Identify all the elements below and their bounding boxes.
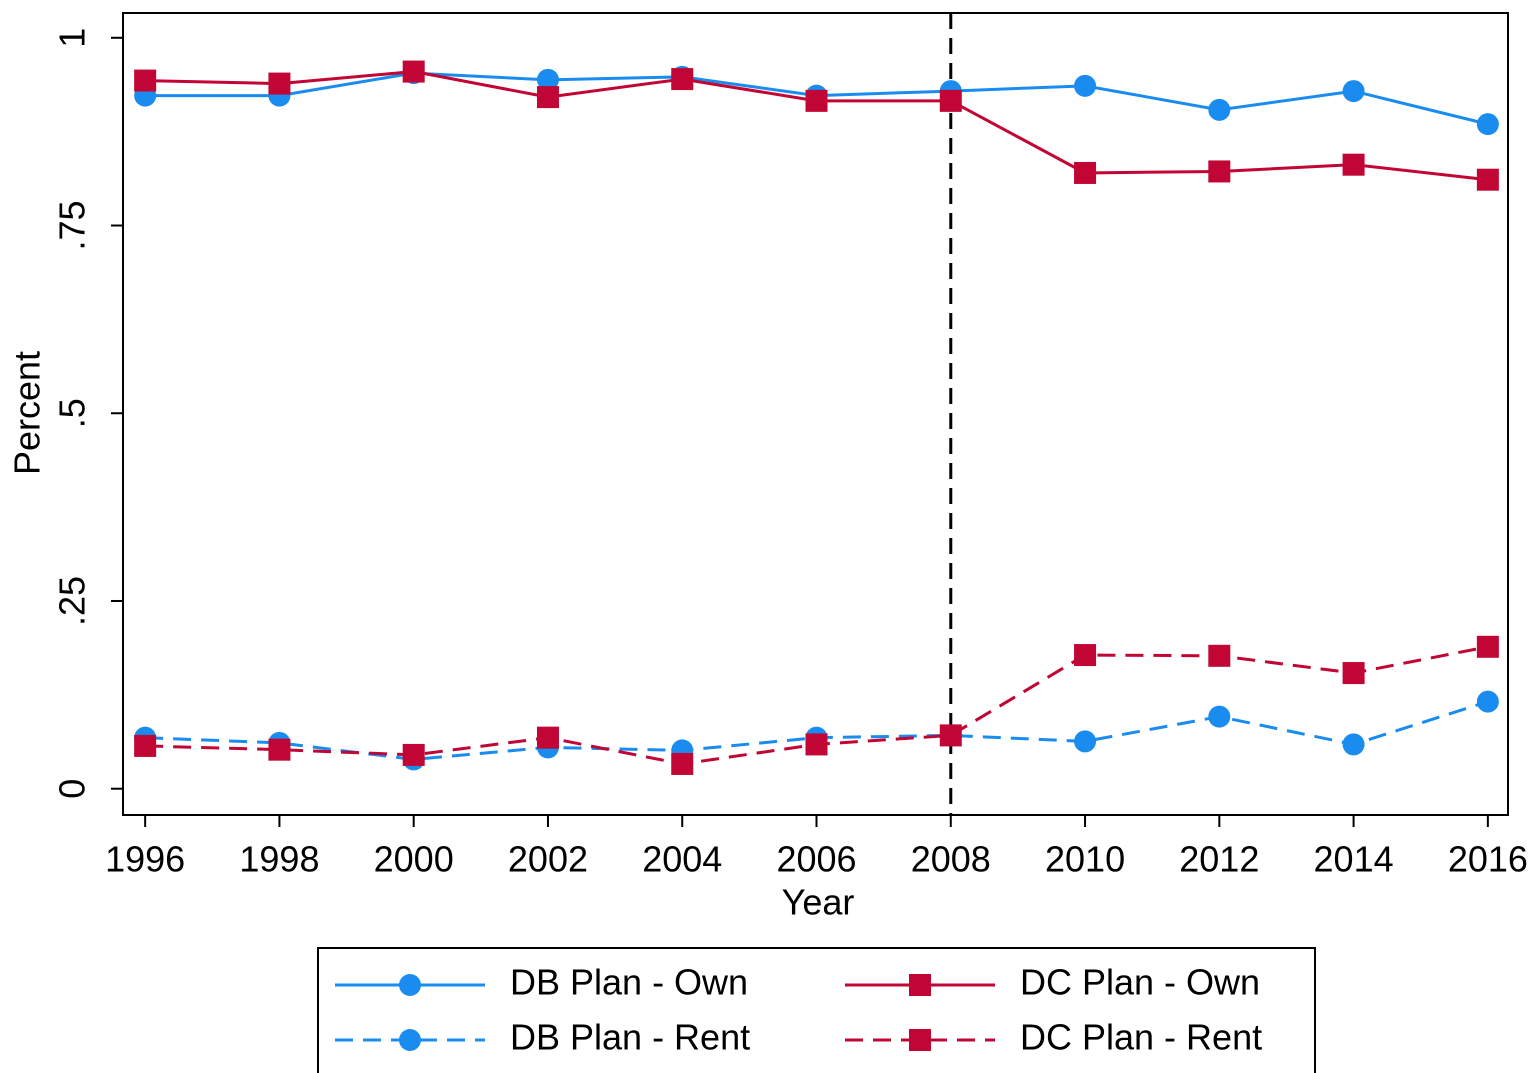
data-point (134, 734, 157, 757)
x-tick-label: 2000 (374, 839, 454, 880)
data-point (805, 733, 828, 756)
data-point (1074, 161, 1097, 184)
y-tick-label: 1 (52, 28, 93, 48)
x-tick-label: 1996 (105, 839, 185, 880)
data-point (1342, 662, 1365, 685)
x-axis-title: Year (782, 882, 855, 923)
legend-label: DC Plan - Own (1020, 962, 1260, 1003)
legend-label: DB Plan - Own (510, 962, 748, 1003)
y-tick-label: .75 (52, 200, 93, 250)
x-tick-label: 2012 (1179, 839, 1259, 880)
data-point (134, 69, 157, 92)
data-point (939, 724, 962, 747)
x-tick-label: 2014 (1314, 839, 1394, 880)
data-point (1342, 80, 1365, 103)
x-tick-label: 2008 (911, 839, 991, 880)
data-point (1074, 74, 1097, 97)
y-tick-label: 0 (52, 779, 93, 799)
data-point (671, 752, 694, 775)
legend-marker (909, 1029, 931, 1051)
data-point (805, 89, 828, 112)
x-tick-label: 2004 (642, 839, 722, 880)
data-point (1208, 160, 1231, 183)
plot-frame (122, 12, 1509, 816)
data-point (1342, 733, 1365, 756)
data-point (268, 72, 291, 95)
data-point (939, 89, 962, 112)
legend-label: DC Plan - Rent (1020, 1017, 1262, 1058)
x-tick-label: 2010 (1045, 839, 1125, 880)
data-point (536, 68, 559, 91)
data-point (1342, 153, 1365, 176)
y-axis-title: Percent (7, 351, 48, 475)
data-point (1074, 644, 1097, 667)
data-point (402, 743, 425, 766)
data-point (1208, 98, 1231, 121)
data-point (1476, 168, 1499, 191)
legend-marker (909, 974, 931, 996)
legend-marker (399, 1029, 421, 1051)
legend-marker (399, 974, 421, 996)
data-point (1476, 690, 1499, 713)
x-tick-label: 2002 (508, 839, 588, 880)
data-point (1476, 113, 1499, 136)
data-point (1208, 644, 1231, 667)
data-point (536, 86, 559, 109)
data-point (1074, 730, 1097, 753)
legend-box (317, 947, 1316, 1073)
y-tick-label: .5 (52, 398, 93, 428)
data-point (1208, 705, 1231, 728)
x-tick-label: 2016 (1448, 839, 1528, 880)
x-tick-label: 1998 (239, 839, 319, 880)
data-point (1476, 635, 1499, 658)
data-point (671, 68, 694, 91)
x-tick-label: 2006 (776, 839, 856, 880)
y-tick-label: .25 (52, 576, 93, 626)
data-point (402, 60, 425, 83)
legend-label: DB Plan - Rent (510, 1017, 750, 1058)
data-point (536, 726, 559, 749)
data-point (268, 738, 291, 761)
